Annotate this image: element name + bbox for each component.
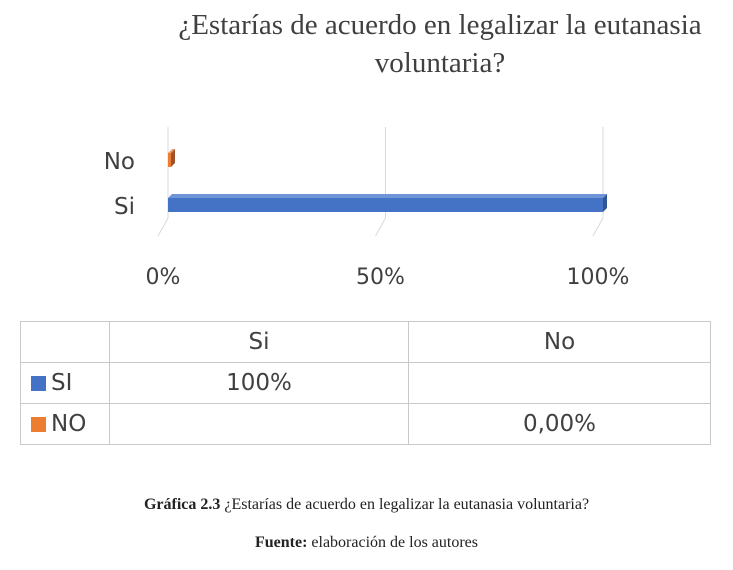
source-caption: Fuente: elaboración de los autores bbox=[0, 534, 733, 552]
legend-key-si bbox=[31, 376, 46, 391]
bar-side bbox=[603, 194, 607, 212]
category-label: No bbox=[104, 149, 135, 175]
chart-title: ¿Estarías de acuerdo en legalizar la eut… bbox=[178, 9, 702, 79]
figure-caption-text: ¿Estarías de acuerdo en legalizar la eut… bbox=[220, 496, 590, 513]
table-row-no: NO 0,00% bbox=[20, 403, 711, 445]
table-row-si: SI 100% bbox=[20, 362, 711, 404]
legend-key-no bbox=[31, 417, 46, 432]
gridline-floor bbox=[592, 217, 604, 237]
chart-data-table: Si No SI 100% NO 0,00% bbox=[20, 321, 711, 445]
table-row-label-si: SI bbox=[20, 362, 110, 404]
x-tick-label: 100% bbox=[567, 265, 630, 290]
bar bbox=[168, 153, 171, 167]
table-cell-no-si bbox=[109, 403, 409, 445]
table-header-row: Si No bbox=[20, 321, 711, 363]
source-caption-label: Fuente: bbox=[254, 534, 308, 551]
table-row-label-si-text: SI bbox=[51, 370, 73, 396]
source-caption-text: elaboración de los autores bbox=[307, 534, 479, 551]
x-tick-label: 0% bbox=[146, 265, 181, 290]
bar-top bbox=[168, 194, 607, 198]
bar bbox=[168, 198, 603, 212]
bar-top bbox=[168, 149, 175, 153]
gridline-floor bbox=[157, 217, 169, 237]
bar-side bbox=[171, 149, 175, 167]
table-cell-no-no: 0,00% bbox=[408, 403, 711, 445]
bar-chart: No Si 0% 50% 100% bbox=[104, 127, 630, 290]
gridline-floor bbox=[375, 217, 386, 237]
table-corner-cell bbox=[20, 321, 110, 363]
table-cell-si-si: 100% bbox=[109, 362, 409, 404]
table-row-label-no-text: NO bbox=[51, 411, 87, 437]
table-column-header-si: Si bbox=[109, 321, 409, 363]
figure-caption: Gráfica 2.3 ¿Estarías de acuerdo en lega… bbox=[0, 496, 733, 514]
x-tick-label: 50% bbox=[356, 265, 405, 290]
figure-caption-label: Gráfica 2.3 bbox=[143, 496, 221, 513]
category-label: Si bbox=[114, 194, 135, 220]
table-cell-si-no bbox=[408, 362, 711, 404]
table-row-label-no: NO bbox=[20, 403, 110, 445]
table-column-header-no: No bbox=[408, 321, 711, 363]
